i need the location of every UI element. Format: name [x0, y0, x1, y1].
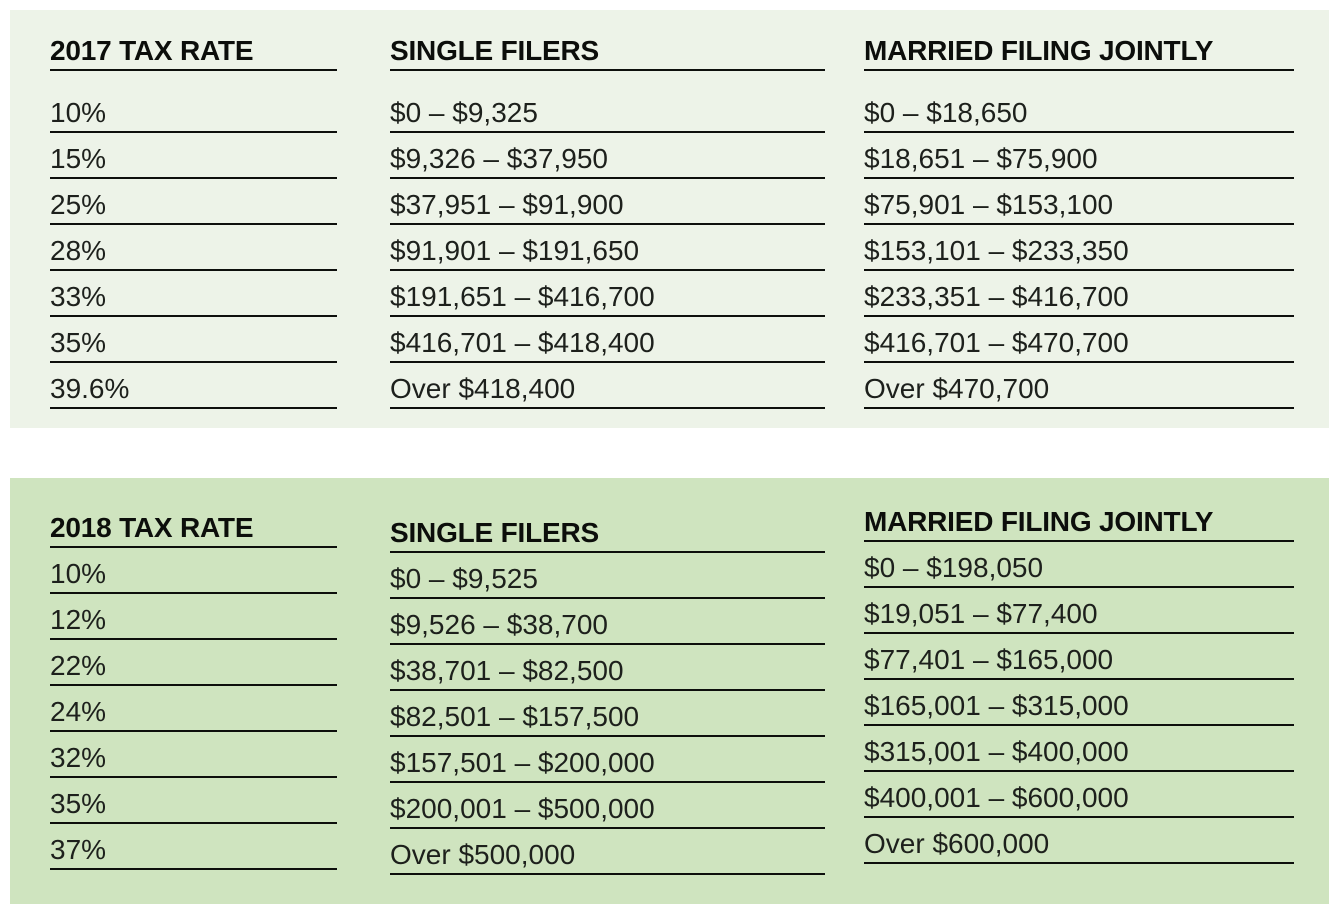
married-jointly-cell: $416,701 – $470,700: [864, 317, 1294, 363]
married-jointly-cell: $77,401 – $165,000: [864, 634, 1294, 680]
tax-rate-cell: 10%: [50, 71, 337, 133]
tax-rate-cell: 22%: [50, 640, 337, 686]
tax-rate-cell: 28%: [50, 225, 337, 271]
single-filers-cell: $9,326 – $37,950: [390, 133, 825, 179]
tax-table-2017: 2017 TAX RATE 10% 15% 25% 28% 33% 35% 39…: [10, 10, 1329, 428]
column-header-single-filers: SINGLE FILERS: [390, 483, 825, 553]
single-filers-cell: Over $418,400: [390, 363, 825, 409]
tax-rate-cell: 25%: [50, 179, 337, 225]
tax-rate-cell: 24%: [50, 686, 337, 732]
single-filers-cell: $38,701 – $82,500: [390, 645, 825, 691]
married-jointly-cell: Over $600,000: [864, 818, 1294, 864]
single-filers-cell: $416,701 – $418,400: [390, 317, 825, 363]
column-header-single-filers: SINGLE FILERS: [390, 10, 825, 71]
tax-rate-cell: 32%: [50, 732, 337, 778]
column-2017-married-filing-jointly: MARRIED FILING JOINTLY $0 – $18,650 $18,…: [864, 10, 1294, 428]
single-filers-cell: $0 – $9,525: [390, 553, 825, 599]
single-filers-cell: $200,001 – $500,000: [390, 783, 825, 829]
column-2017-tax-rate: 2017 TAX RATE 10% 15% 25% 28% 33% 35% 39…: [50, 10, 337, 428]
tax-rate-cell: 15%: [50, 133, 337, 179]
column-2017-single-filers: SINGLE FILERS $0 – $9,325 $9,326 – $37,9…: [390, 10, 825, 428]
tax-rate-cell: 10%: [50, 548, 337, 594]
column-header-2017-tax-rate: 2017 TAX RATE: [50, 10, 337, 71]
married-jointly-cell: $0 – $198,050: [864, 542, 1294, 588]
column-2018-single-filers: SINGLE FILERS $0 – $9,525 $9,526 – $38,7…: [390, 483, 825, 909]
married-jointly-cell: $400,001 – $600,000: [864, 772, 1294, 818]
tax-rate-cell: 39.6%: [50, 363, 337, 409]
column-2018-tax-rate: 2018 TAX RATE 10% 12% 22% 24% 32% 35% 37…: [50, 478, 337, 904]
married-jointly-cell: $165,001 – $315,000: [864, 680, 1294, 726]
married-jointly-cell: $75,901 – $153,100: [864, 179, 1294, 225]
single-filers-cell: $91,901 – $191,650: [390, 225, 825, 271]
single-filers-cell: $37,951 – $91,900: [390, 179, 825, 225]
married-jointly-cell: $18,651 – $75,900: [864, 133, 1294, 179]
column-header-married-filing-jointly: MARRIED FILING JOINTLY: [864, 472, 1294, 542]
tax-rate-cell: 37%: [50, 824, 337, 870]
single-filers-cell: Over $500,000: [390, 829, 825, 875]
tax-rate-cell: 12%: [50, 594, 337, 640]
single-filers-cell: $82,501 – $157,500: [390, 691, 825, 737]
single-filers-cell: $191,651 – $416,700: [390, 271, 825, 317]
column-header-married-filing-jointly: MARRIED FILING JOINTLY: [864, 10, 1294, 71]
tax-rate-cell: 35%: [50, 317, 337, 363]
tax-rate-cell: 33%: [50, 271, 337, 317]
column-2018-married-filing-jointly: MARRIED FILING JOINTLY $0 – $198,050 $19…: [864, 472, 1294, 898]
married-jointly-cell: $315,001 – $400,000: [864, 726, 1294, 772]
married-jointly-cell: $0 – $18,650: [864, 71, 1294, 133]
tax-rate-cell: 35%: [50, 778, 337, 824]
married-jointly-cell: Over $470,700: [864, 363, 1294, 409]
single-filers-cell: $9,526 – $38,700: [390, 599, 825, 645]
married-jointly-cell: $19,051 – $77,400: [864, 588, 1294, 634]
single-filers-cell: $0 – $9,325: [390, 71, 825, 133]
column-header-2018-tax-rate: 2018 TAX RATE: [50, 478, 337, 548]
married-jointly-cell: $153,101 – $233,350: [864, 225, 1294, 271]
single-filers-cell: $157,501 – $200,000: [390, 737, 825, 783]
tax-table-2018: 2018 TAX RATE 10% 12% 22% 24% 32% 35% 37…: [10, 478, 1329, 904]
married-jointly-cell: $233,351 – $416,700: [864, 271, 1294, 317]
